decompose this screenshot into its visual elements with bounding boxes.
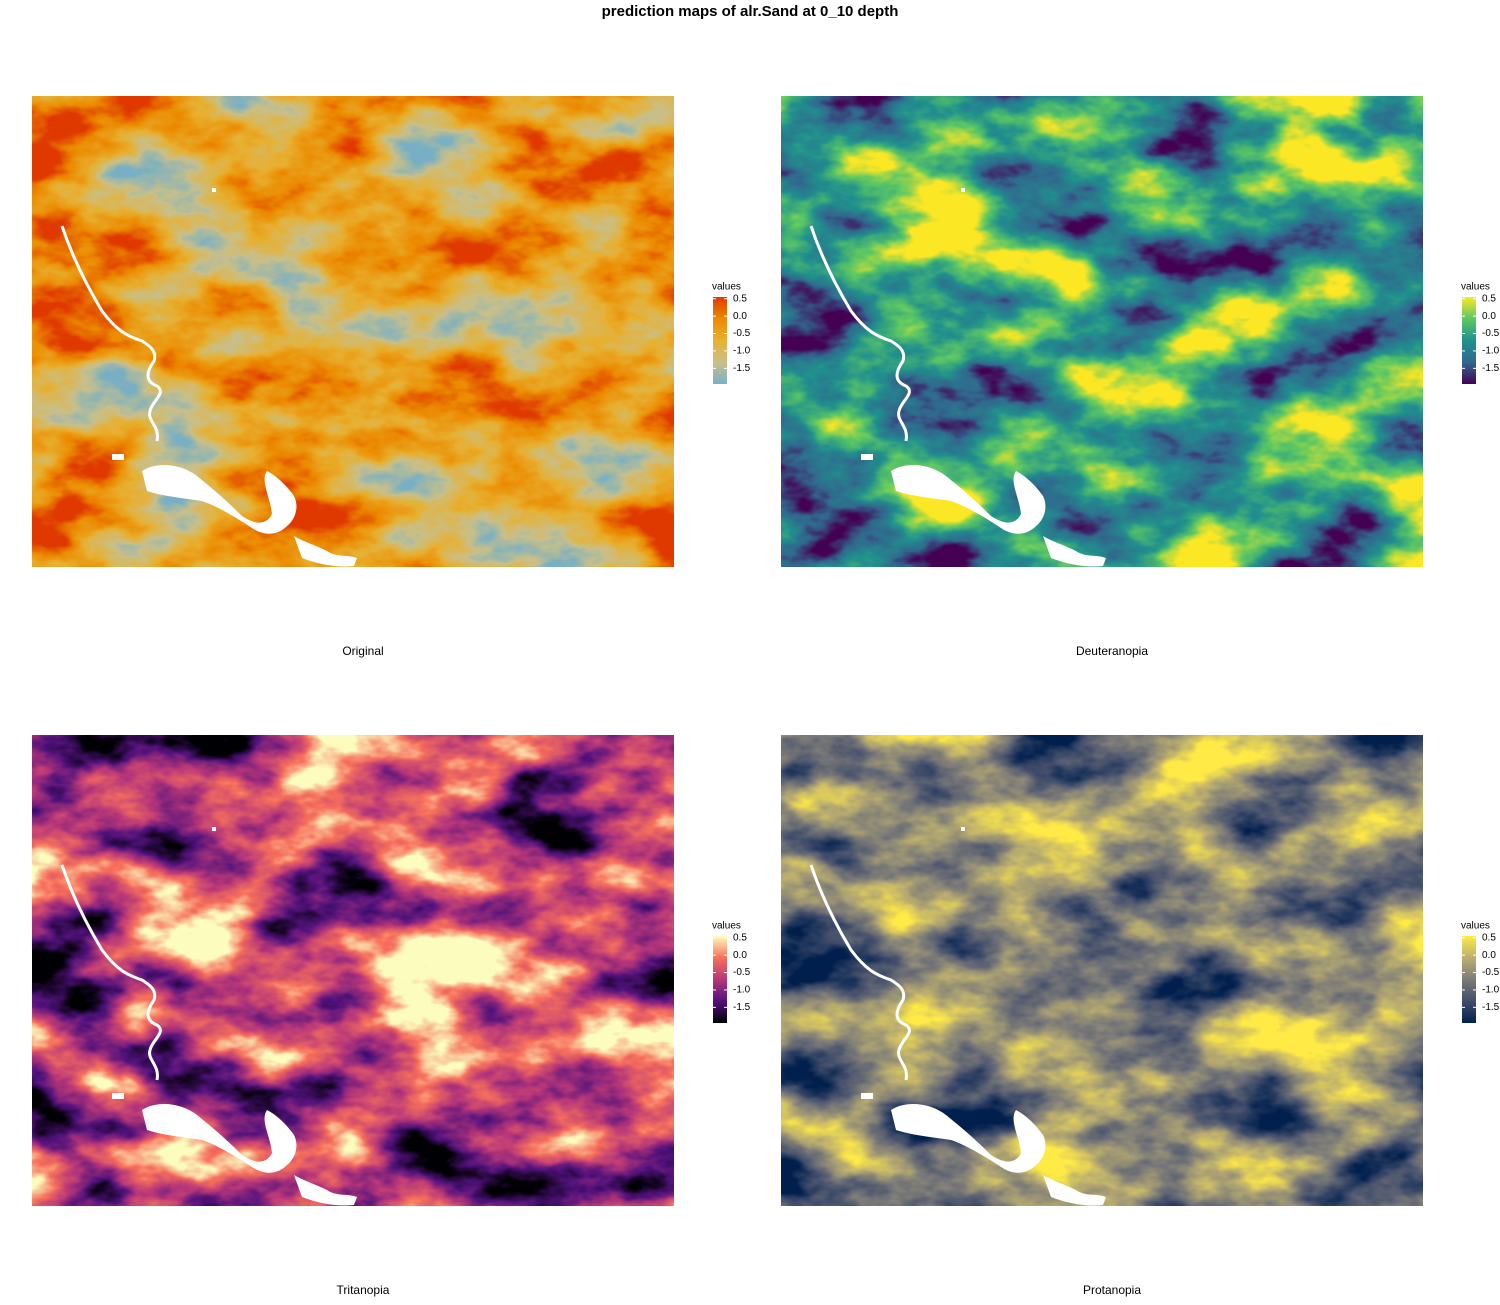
legend-tick-label: 0.0: [1482, 311, 1496, 322]
legend-tick-label: -1.5: [733, 363, 751, 374]
legend-tick-label: -1.0: [733, 985, 751, 996]
panel-caption: Deuteranopia: [1076, 644, 1148, 658]
figure-title: prediction maps of alr.Sand at 0_10 dept…: [602, 3, 899, 20]
legend-tick-label: 0.5: [733, 932, 747, 943]
legend-tick-label: -0.5: [1482, 967, 1500, 978]
map-raster: [781, 96, 1423, 567]
legend-tick-label: 0.5: [1482, 932, 1496, 943]
map-raster: [32, 735, 674, 1206]
panel-caption: Original: [342, 644, 383, 658]
legend-tick-label: 0.5: [1482, 293, 1496, 304]
legend-tick-label: -0.5: [1482, 328, 1500, 339]
legend-tick-label: -1.5: [1482, 1002, 1500, 1013]
legend-tick-label: -1.0: [1482, 346, 1500, 357]
legend-colorbar: [713, 936, 727, 1023]
panel-caption: Tritanopia: [337, 1283, 390, 1297]
legend-tick-label: -0.5: [733, 967, 751, 978]
legend-tick-label: -1.0: [1482, 985, 1500, 996]
legend-title: values: [712, 921, 741, 932]
legend-title: values: [1461, 921, 1490, 932]
legend-tick-label: -0.5: [733, 328, 751, 339]
legend-tick-label: 0.5: [733, 293, 747, 304]
legend-colorbar: [1462, 297, 1476, 384]
legend-tick-label: 0.0: [733, 311, 747, 322]
legend-colorbar: [713, 297, 727, 384]
map-raster: [32, 96, 674, 567]
legend-tick-label: -1.5: [1482, 363, 1500, 374]
legend-title: values: [1461, 282, 1490, 293]
map-raster: [781, 735, 1423, 1206]
legend-tick-label: 0.0: [1482, 950, 1496, 961]
panel-caption: Protanopia: [1083, 1283, 1141, 1297]
legend-tick-label: -1.5: [733, 1002, 751, 1013]
legend-colorbar: [1462, 936, 1476, 1023]
legend-tick-label: -1.0: [733, 346, 751, 357]
legend-title: values: [712, 282, 741, 293]
legend-tick-label: 0.0: [733, 950, 747, 961]
